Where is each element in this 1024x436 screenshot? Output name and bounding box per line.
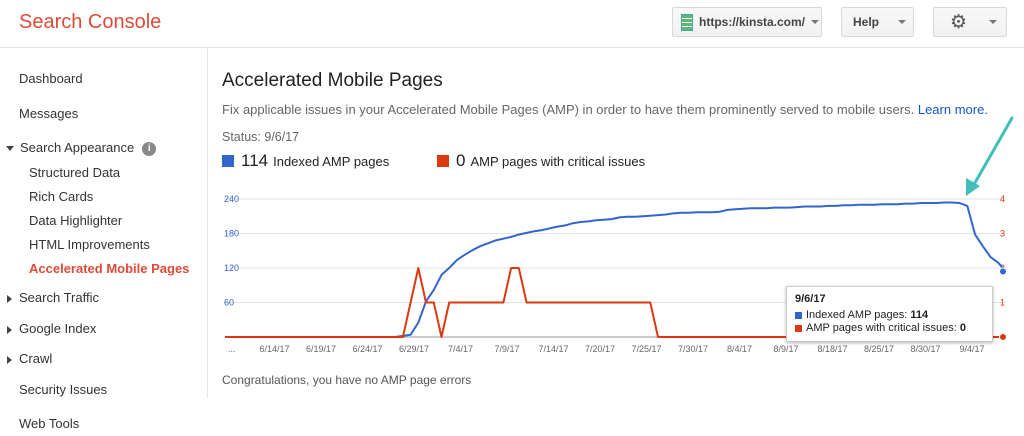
y-left-tick-label: 180: [224, 229, 239, 239]
x-tick-label: 8/30/17: [910, 344, 940, 354]
tooltip-indexed-value: 114: [910, 309, 929, 321]
tooltip-row-indexed: Indexed AMP pages: 114: [795, 309, 984, 321]
help-button[interactable]: Help: [841, 7, 914, 37]
x-tick-label: 8/25/17: [864, 344, 894, 354]
tooltip-swatch-indexed: [795, 311, 802, 319]
sidebar-item-security-issues[interactable]: Security Issues: [19, 382, 108, 397]
y-left-tick-label: 120: [224, 263, 239, 273]
chevron-down-icon: [989, 20, 998, 24]
tooltip-date: 9/6/17: [795, 293, 826, 305]
sidebar-item-messages[interactable]: Messages: [19, 106, 79, 121]
site-selector[interactable]: https://kinsta.com/: [672, 7, 822, 37]
top-bar: Search Console https://kinsta.com/ Help …: [0, 0, 1024, 48]
tooltip-swatch-critical: [795, 324, 802, 332]
gear-icon: ⚙: [950, 11, 968, 33]
chevron-down-icon: [898, 20, 907, 24]
x-tick-label: ...: [228, 344, 236, 354]
legend-indexed[interactable]: 114 Indexed AMP pages: [222, 151, 389, 171]
y-left-tick-label: 240: [224, 194, 239, 204]
settings-button[interactable]: ⚙: [933, 7, 1007, 37]
x-tick-label: 7/30/17: [678, 344, 708, 354]
x-tick-label: 9/4/17: [959, 344, 984, 354]
info-icon[interactable]: i: [142, 141, 157, 156]
sidebar-item-google-index[interactable]: Google Index: [7, 321, 96, 336]
legend-swatch-indexed: [222, 155, 234, 167]
legend-swatch-critical: [437, 155, 449, 167]
x-tick-label: 8/9/17: [773, 344, 798, 354]
x-tick-label: 6/29/17: [399, 344, 429, 354]
description-text: Fix applicable issues in your Accelerate…: [222, 102, 915, 117]
x-tick-label: 6/19/17: [306, 344, 336, 354]
sidebar: [0, 48, 208, 398]
caret-right-icon: [7, 355, 12, 364]
sidebar-item-label: Crawl: [19, 351, 53, 366]
chevron-down-icon: [811, 20, 820, 24]
sidebar-item-search-traffic[interactable]: Search Traffic: [7, 290, 99, 305]
app-title[interactable]: Search Console: [19, 11, 162, 33]
y-right-tick-label: 4: [1000, 194, 1005, 204]
critical-count: 0: [456, 151, 466, 170]
caret-right-icon: [7, 294, 12, 303]
congrats-message: Congratulations, you have no AMP page er…: [222, 373, 472, 387]
x-tick-label: 7/9/17: [494, 344, 519, 354]
sidebar-item-web-tools[interactable]: Web Tools: [19, 416, 80, 431]
sidebar-item-crawl[interactable]: Crawl: [7, 351, 52, 366]
x-tick-label: 7/20/17: [585, 344, 615, 354]
sidebar-item-data-highlighter[interactable]: Data Highlighter: [29, 213, 123, 228]
series-point-indexed: [999, 267, 1007, 276]
legend-critical[interactable]: 0 AMP pages with critical issues: [437, 151, 645, 171]
status-date: Status: 9/6/17: [222, 130, 300, 144]
x-tick-label: 6/14/17: [259, 344, 289, 354]
caret-right-icon: [7, 325, 12, 334]
sidebar-item-label: Search Traffic: [19, 290, 99, 305]
sidebar-item-html-improvements[interactable]: HTML Improvements: [29, 237, 150, 252]
x-tick-label: 8/18/17: [817, 344, 847, 354]
x-tick-label: 7/25/17: [631, 344, 661, 354]
chart-tooltip: 9/6/17 Indexed AMP pages: 114 AMP pages …: [786, 286, 993, 342]
tooltip-critical-label: AMP pages with critical issues:: [806, 322, 957, 334]
sidebar-item-rich-cards[interactable]: Rich Cards: [29, 189, 94, 204]
sidebar-item-structured-data[interactable]: Structured Data: [29, 165, 121, 180]
sidebar-item-dashboard[interactable]: Dashboard: [19, 71, 83, 86]
indexed-label: Indexed AMP pages: [273, 154, 390, 169]
sidebar-item-search-appearance[interactable]: Search Appearance i: [6, 140, 157, 156]
sidebar-item-amp[interactable]: Accelerated Mobile Pages: [29, 261, 190, 276]
x-tick-label: 7/14/17: [538, 344, 568, 354]
sidebar-item-label: Search Appearance: [20, 140, 135, 155]
y-right-tick-label: 3: [1000, 229, 1005, 239]
sidebar-item-label: Google Index: [19, 321, 97, 336]
y-left-tick-label: 60: [224, 298, 234, 308]
series-point-critical: [999, 333, 1007, 341]
tooltip-row-critical: AMP pages with critical issues: 0: [795, 322, 984, 334]
critical-label: AMP pages with critical issues: [470, 154, 646, 169]
y-right-tick-label: 1: [1000, 298, 1005, 308]
page-description: Fix applicable issues in your Accelerate…: [222, 102, 988, 117]
help-label: Help: [853, 15, 880, 29]
x-tick-label: 7/4/17: [448, 344, 473, 354]
tooltip-indexed-label: Indexed AMP pages:: [806, 309, 908, 321]
caret-down-icon: [6, 146, 14, 152]
page-title: Accelerated Mobile Pages: [222, 70, 443, 91]
learn-more-link[interactable]: Learn more.: [917, 102, 988, 117]
x-tick-label: 6/24/17: [352, 344, 382, 354]
site-url: https://kinsta.com/: [699, 15, 806, 29]
annotation-arrow-head: [966, 178, 980, 196]
x-tick-label: 8/4/17: [727, 344, 752, 354]
annotation-arrow-line: [970, 116, 1014, 190]
indexed-count: 114: [241, 151, 269, 170]
tooltip-critical-value: 0: [959, 322, 966, 334]
site-icon: [681, 13, 693, 31]
